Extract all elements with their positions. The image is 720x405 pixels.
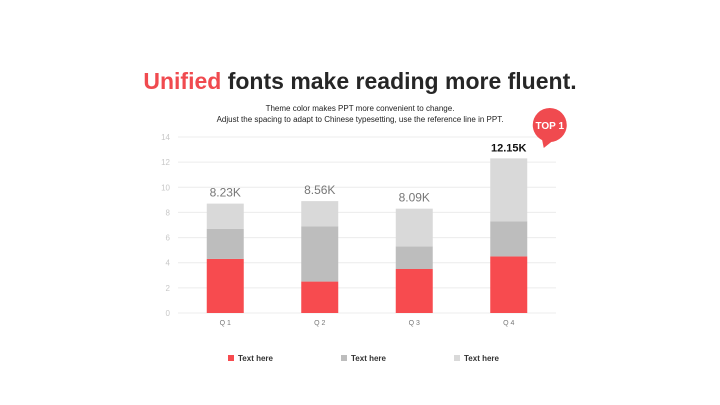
legend-label: Text here: [351, 354, 387, 363]
title-accent: Unified: [143, 68, 222, 94]
bar-segment-series-2: [206, 228, 244, 259]
y-tick-label: 4: [166, 259, 171, 268]
bar-segment-series-1: [490, 256, 528, 313]
data-label: 8.56K: [304, 183, 335, 197]
title-rest: fonts make reading more fluent.: [221, 68, 577, 94]
y-tick-label: 8: [166, 208, 171, 217]
x-tick-label: Q 4: [503, 320, 514, 327]
x-tick-label: Q 1: [220, 320, 231, 327]
top-badge: [532, 108, 567, 142]
y-tick-label: 14: [161, 133, 170, 142]
bar-segment-series-2: [395, 246, 433, 269]
y-tick-label: 10: [161, 183, 170, 192]
bar-segment-series-2: [490, 221, 528, 257]
x-tick-label: Q 3: [409, 320, 420, 327]
data-label: 12.15K: [491, 142, 527, 154]
legend-label: Text here: [464, 354, 500, 363]
legend-label: Text here: [238, 354, 274, 363]
page-title: Unified fonts make reading more fluent.: [0, 68, 720, 95]
y-tick-label: 12: [161, 158, 170, 167]
data-label: 8.09K: [399, 191, 430, 205]
y-tick-label: 2: [166, 284, 171, 293]
bar-segment-series-1: [395, 269, 433, 313]
bar-segment-series-3: [301, 201, 339, 227]
bar-segment-series-3: [490, 158, 528, 222]
bar-segment-series-3: [395, 208, 433, 247]
bar-segment-series-3: [206, 203, 244, 229]
legend-swatch: [228, 355, 234, 361]
y-tick-label: 0: [166, 309, 171, 318]
bar-segment-series-2: [301, 226, 339, 282]
bar-segment-series-1: [301, 281, 339, 313]
legend-swatch: [454, 355, 460, 361]
bar-segment-series-1: [206, 258, 244, 313]
data-label: 8.23K: [210, 186, 241, 200]
subtitle-line-2: Adjust the spacing to adapt to Chinese t…: [216, 115, 504, 124]
legend-swatch: [341, 355, 347, 361]
subtitle-line-1: Theme color makes PPT more convenient to…: [265, 104, 455, 113]
y-tick-label: 6: [166, 234, 171, 243]
top-badge-label: TOP 1: [535, 121, 564, 132]
x-tick-label: Q 2: [314, 320, 325, 327]
